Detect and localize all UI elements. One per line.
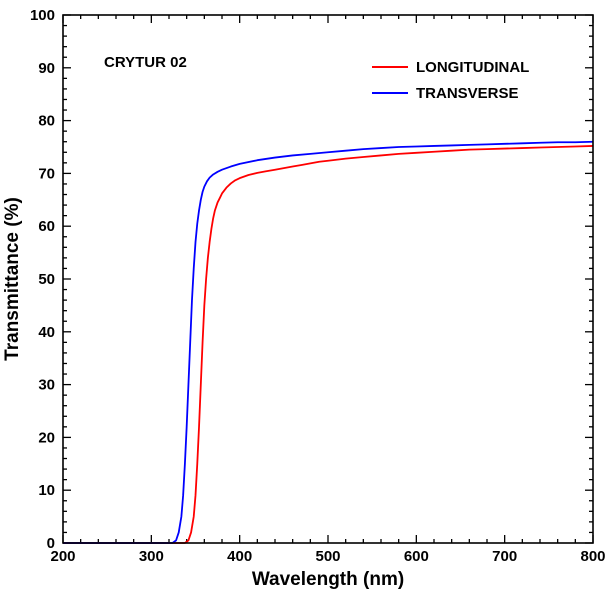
y-tick-label: 20 — [38, 429, 55, 446]
y-tick-label: 70 — [38, 165, 55, 182]
x-tick-label: 200 — [50, 548, 75, 565]
y-tick-label: 30 — [38, 377, 55, 394]
y-tick-label: 60 — [38, 218, 55, 235]
legend-label-transverse: TRANSVERSE — [416, 85, 519, 102]
x-tick-label: 500 — [315, 548, 340, 565]
x-tick-label: 700 — [492, 548, 517, 565]
legend: LONGITUDINAL TRANSVERSE — [372, 59, 529, 102]
x-axis-title: Wavelength (nm) — [252, 569, 404, 590]
y-axis-title: Transmittance (%) — [2, 197, 23, 361]
plot-frame — [62, 14, 594, 544]
y-tick-label: 50 — [38, 271, 55, 288]
x-tick-label: 600 — [404, 548, 429, 565]
series-line-transverse — [63, 140, 594, 544]
x-tick-label: 400 — [227, 548, 252, 565]
x-tick-label: 800 — [580, 548, 605, 565]
series-line-longitudinal — [63, 145, 594, 544]
series-lines — [63, 140, 594, 544]
y-tick-label: 90 — [38, 60, 55, 77]
chart-annotation: CRYTUR 02 — [104, 54, 187, 71]
legend-label-longitudinal: LONGITUDINAL — [416, 59, 529, 76]
y-tick-label: 80 — [38, 113, 55, 130]
y-tick-label: 0 — [47, 535, 55, 552]
y-tick-label: 10 — [38, 482, 55, 499]
y-tick-label: 100 — [30, 7, 55, 24]
tick-labels: 200 300 400 500 600 700 800 0 10 20 30 40 50 60 70 80 90… — [30, 7, 606, 565]
x-tick-label: 300 — [139, 548, 164, 565]
y-tick-label: 40 — [38, 324, 55, 341]
